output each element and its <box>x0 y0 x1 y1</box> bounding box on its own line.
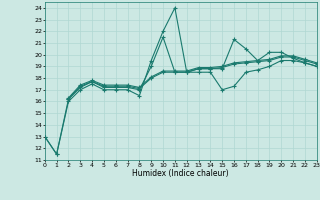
X-axis label: Humidex (Indice chaleur): Humidex (Indice chaleur) <box>132 169 229 178</box>
